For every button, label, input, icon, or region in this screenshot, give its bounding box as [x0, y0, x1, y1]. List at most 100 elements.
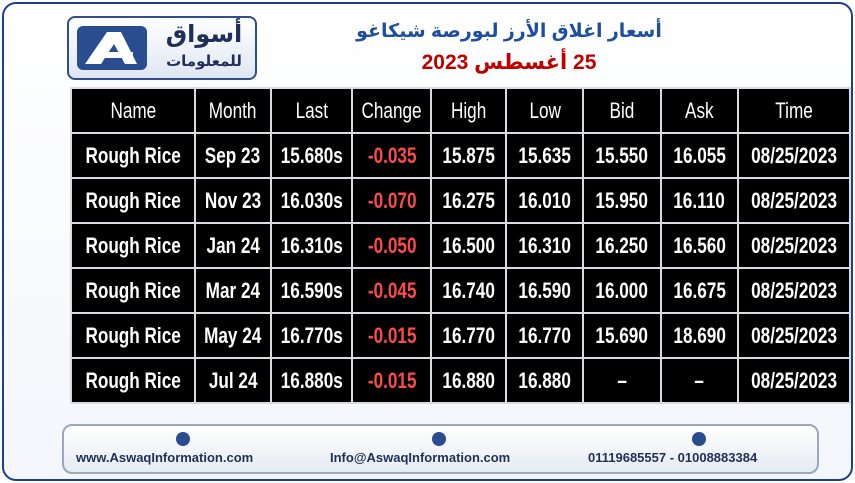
table-cell: 16.590s: [271, 269, 352, 312]
cell-text: May 24: [204, 322, 262, 348]
table-cell: –: [661, 359, 737, 402]
cell-text: 16.880s: [280, 367, 343, 393]
table-cell: -0.015: [353, 314, 431, 357]
table-cell: 16.000: [584, 269, 660, 312]
table-cell: 16.880s: [271, 359, 352, 402]
cell-text: 16.310s: [280, 232, 343, 258]
cell-text: 16.560: [673, 232, 726, 258]
table-cell: 16.310s: [271, 224, 352, 267]
table-cell: 08/25/2023: [738, 269, 849, 312]
table-cell: Rough Rice: [72, 134, 195, 177]
table-cell: 16.500: [432, 224, 506, 267]
cell-text: 08/25/2023: [750, 142, 837, 168]
cell-text: 15.635: [518, 142, 572, 168]
table-cell: -0.045: [353, 269, 431, 312]
cell-text: 08/25/2023: [750, 187, 837, 213]
cell-text: 15.950: [595, 187, 649, 213]
table-cell: 16.770: [432, 314, 506, 357]
table-cell: 15.950: [584, 179, 660, 222]
cell-text: Rough Rice: [85, 277, 181, 303]
column-header: Month: [196, 89, 270, 132]
column-header: Time: [738, 89, 849, 132]
cell-text: 15.680s: [280, 142, 343, 168]
cell-text: 08/25/2023: [750, 322, 837, 348]
cell-text: –: [694, 367, 705, 393]
table-cell: -0.015: [353, 359, 431, 402]
logo-letter: [85, 32, 137, 64]
phone-icon: [692, 432, 706, 446]
table-row: Rough Rice Mar 24 16.590s -0.045 16.740 16.59…: [72, 269, 849, 312]
cell-text: 16.055: [673, 142, 726, 168]
cell-text: High: [451, 97, 487, 123]
cell-text: Sep 23: [205, 142, 261, 168]
email-icon: [432, 432, 446, 446]
cell-text: 08/25/2023: [750, 277, 837, 303]
table-row: Rough Rice May 24 16.770s -0.015 16.770 16.77…: [72, 314, 849, 357]
table-cell: 08/25/2023: [738, 134, 849, 177]
table-cell: -0.035: [353, 134, 431, 177]
cell-text: Month: [209, 97, 257, 123]
cell-text: 16.770s: [280, 322, 343, 348]
phones: 01119685557 - 01008883384: [588, 450, 758, 465]
price-table: Name Month Last Change High Low Bid Ask Time Rou…: [70, 87, 851, 404]
table-cell: -0.050: [353, 224, 431, 267]
cell-text: Rough Rice: [85, 232, 181, 258]
table-cell: 15.635: [507, 134, 583, 177]
table-cell: 08/25/2023: [738, 359, 849, 402]
column-header: Bid: [584, 89, 660, 132]
cell-text: 16.250: [595, 232, 649, 258]
table-cell: Rough Rice: [72, 359, 195, 402]
cell-text: 08/25/2023: [750, 232, 837, 258]
table-cell: 16.030s: [271, 179, 352, 222]
table-cell: 08/25/2023: [738, 224, 849, 267]
column-header: Low: [507, 89, 583, 132]
cell-text: 16.590s: [280, 277, 343, 303]
cell-text: Mar 24: [205, 277, 261, 303]
title: أسعار اغلاق الأرز لبورصة شيكاغو: [356, 21, 662, 42]
cell-text: Last: [295, 97, 328, 123]
table-row: Rough Rice Jul 24 16.880s -0.015 16.880 16.88…: [72, 359, 849, 402]
column-header: High: [432, 89, 506, 132]
cell-text: Rough Rice: [85, 322, 181, 348]
cell-text: -0.015: [367, 367, 417, 393]
table-cell: 16.275: [432, 179, 506, 222]
cell-text: 16.500: [442, 232, 495, 258]
cell-text: Time: [775, 97, 813, 123]
column-header: Last: [271, 89, 352, 132]
table-cell: 16.880: [507, 359, 583, 402]
table-cell: Rough Rice: [72, 179, 195, 222]
logo: أسواق للمعلومات: [67, 16, 257, 80]
cell-text: 16.770: [442, 322, 495, 348]
cell-text: 18.690: [673, 322, 726, 348]
header-row: Name Month Last Change High Low Bid Ask Time: [72, 89, 849, 132]
cell-text: Rough Rice: [85, 367, 181, 393]
table-cell: 16.055: [661, 134, 737, 177]
cell-text: -0.050: [367, 232, 417, 258]
cell-text: -0.035: [367, 142, 417, 168]
table-cell: 16.880: [432, 359, 506, 402]
table-cell: 16.675: [661, 269, 737, 312]
table-cell: Rough Rice: [72, 314, 195, 357]
cell-text: Change: [361, 97, 422, 123]
table-cell: 16.310: [507, 224, 583, 267]
cell-text: 16.740: [442, 277, 495, 303]
table-cell: 16.560: [661, 224, 737, 267]
table-cell: 15.550: [584, 134, 660, 177]
cell-text: 16.310: [518, 232, 572, 258]
web-icon: [176, 432, 190, 446]
table-row: Rough Rice Sep 23 15.680s -0.035 15.875 15.63…: [72, 134, 849, 177]
cell-text: Bid: [609, 97, 635, 123]
table-row: Rough Rice Nov 23 16.030s -0.070 16.275 16.01…: [72, 179, 849, 222]
table-cell: –: [584, 359, 660, 402]
logo-subtitle: للمعلومات: [166, 53, 242, 70]
column-header: Change: [353, 89, 431, 132]
cell-text: 15.875: [442, 142, 495, 168]
cell-text: 16.880: [518, 367, 572, 393]
logo-mark: [77, 26, 147, 70]
date: 25 أغسطس 2023: [421, 51, 597, 74]
cell-text: 15.690: [595, 322, 649, 348]
cell-text: Jul 24: [208, 367, 258, 393]
cell-text: 16.000: [595, 277, 649, 303]
table-body: Rough Rice Sep 23 15.680s -0.035 15.875 15.63…: [72, 134, 849, 402]
